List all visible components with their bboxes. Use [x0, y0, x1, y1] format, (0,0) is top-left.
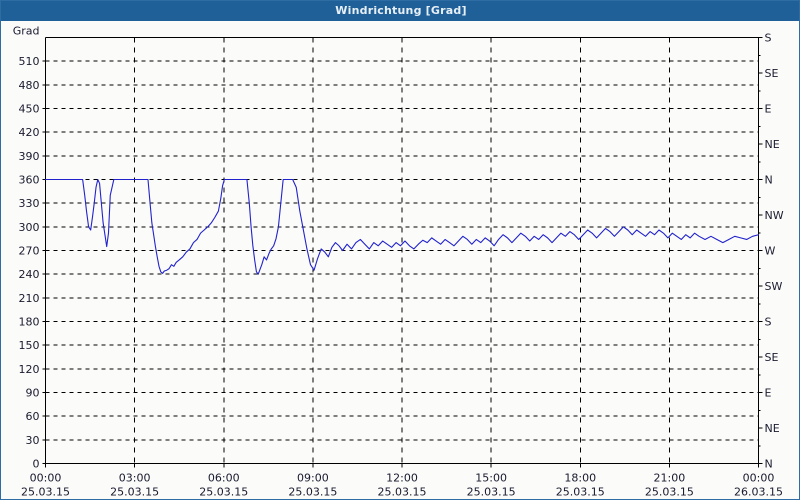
right-axis-labels: N NE E SE S SW W NW N NE E SE S — [765, 32, 784, 471]
x-axis-time-label: 21:00 — [654, 472, 686, 485]
right-axis-tick-label: W — [765, 245, 776, 258]
x-axis-time-label: 18:00 — [564, 472, 596, 485]
chart-canvas: 0 30 60 90 120 150 180 210 240 270 300 330 360 390 420… — [1, 21, 799, 499]
x-axis-date-label: 25.03.15 — [110, 486, 159, 499]
axes — [42, 37, 763, 468]
y-axis-tick-label: 240 — [19, 268, 40, 281]
page-title: Windrichtung [Grad] — [335, 4, 467, 17]
right-axis-tick-label: SW — [765, 280, 783, 293]
right-axis-tick-label: S — [765, 32, 772, 45]
right-axis-tick-label: NE — [765, 138, 780, 151]
x-axis-date-label: 25.03.15 — [288, 486, 337, 499]
y-axis-tick-label: 210 — [19, 292, 40, 305]
y-axis-tick-label: 510 — [19, 55, 40, 68]
y-axis-tick-label: 300 — [19, 221, 40, 234]
y-axis-tick-label: 330 — [19, 197, 40, 210]
y-axis-tick-label: 270 — [19, 245, 40, 258]
y-axis-labels: 0 30 60 90 120 150 180 210 240 270 300 330 360 390 420… — [13, 25, 40, 471]
y-axis-tick-label: 390 — [19, 150, 40, 163]
x-axis-date-label: 26.03.15 — [734, 486, 783, 499]
y-axis-tick-label: 480 — [19, 79, 40, 92]
y-axis-tick-label: 30 — [26, 434, 40, 447]
x-axis-date-label: 25.03.15 — [645, 486, 694, 499]
right-axis-tick-label: SE — [765, 351, 779, 364]
right-axis-tick-label: NE — [765, 422, 780, 435]
x-axis-time-label: 12:00 — [386, 472, 418, 485]
y-axis-tick-label: 150 — [19, 339, 40, 352]
y-axis-tick-label: 90 — [26, 387, 40, 400]
y-axis-unit-label: Grad — [13, 25, 40, 38]
x-axis-time-label: 03:00 — [119, 472, 151, 485]
y-axis-tick-label: 360 — [19, 174, 40, 187]
right-axis-tick-label: E — [765, 387, 772, 400]
x-axis-date-label: 25.03.15 — [467, 486, 516, 499]
gridlines — [45, 37, 759, 464]
right-axis-tick-label: SE — [765, 67, 779, 80]
y-axis-tick-label: 180 — [19, 316, 40, 329]
chart-svg: 0 30 60 90 120 150 180 210 240 270 300 330 360 390 420… — [13, 25, 784, 499]
x-axis-time-label: 06:00 — [208, 472, 240, 485]
series-wind-direction — [44, 178, 760, 275]
right-axis-tick-label: S — [765, 316, 772, 329]
y-axis-tick-label: 120 — [19, 363, 40, 376]
right-axis-tick-label: E — [765, 103, 772, 116]
x-axis-time-label: 00:00 — [743, 472, 775, 485]
y-axis-tick-label: 60 — [26, 410, 40, 423]
x-axis-time-label: 00:00 — [30, 472, 62, 485]
right-axis-tick-label: N — [765, 174, 773, 187]
y-axis-tick-label: 450 — [19, 103, 40, 116]
y-axis-tick-label: 0 — [33, 458, 40, 471]
x-axis-time-label: 09:00 — [297, 472, 329, 485]
x-axis-time-label: 15:00 — [475, 472, 507, 485]
x-axis-date-label: 25.03.15 — [556, 486, 605, 499]
y-axis-tick-label: 420 — [19, 126, 40, 139]
x-axis-date-label: 25.03.15 — [21, 486, 70, 499]
x-axis-date-label: 25.03.15 — [378, 486, 427, 499]
right-axis-tick-label: NW — [765, 209, 784, 222]
right-axis-tick-label: N — [765, 458, 773, 471]
series-line-wind-direction — [44, 178, 760, 275]
window-title-bar: Windrichtung [Grad] — [1, 1, 799, 21]
x-axis-date-label: 25.03.15 — [199, 486, 248, 499]
x-axis-labels: 00:0025.03.1503:0025.03.1506:0025.03.150… — [21, 472, 783, 499]
